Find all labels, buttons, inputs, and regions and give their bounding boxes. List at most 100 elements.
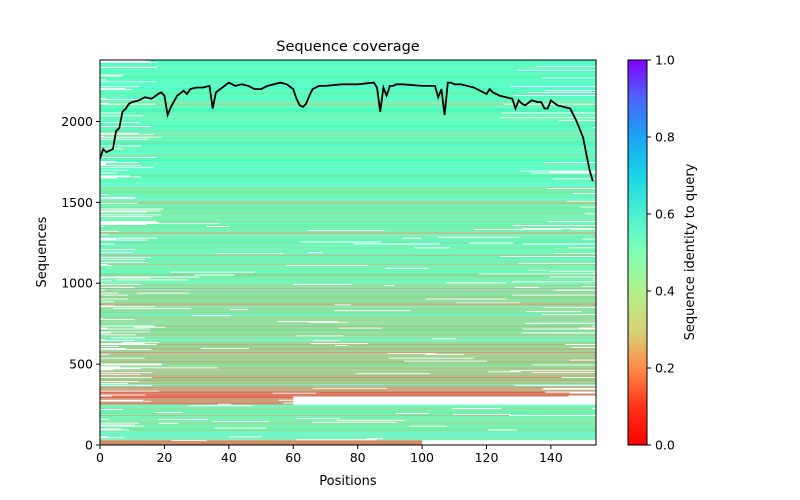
heatmap-row (100, 155, 596, 157)
heatmap-row (148, 138, 596, 140)
heatmap-row (105, 163, 596, 165)
heatmap-row (100, 80, 596, 82)
heatmap-row (158, 61, 596, 63)
heatmap-row (100, 410, 596, 412)
heatmap-row (151, 348, 596, 350)
heatmap-row (100, 350, 596, 352)
heatmap-row (127, 169, 596, 171)
heatmap-row (100, 116, 596, 118)
heatmap-row (100, 441, 423, 443)
heatmap-row (100, 209, 596, 211)
heatmap-row (100, 156, 596, 158)
heatmap-row (100, 194, 596, 196)
colorbar-tick-label: 0.2 (655, 361, 675, 376)
heatmap-row (155, 98, 596, 100)
heatmap-row (100, 251, 596, 253)
heatmap-row (100, 70, 596, 72)
heatmap-row (100, 111, 596, 113)
heatmap-row (100, 275, 596, 277)
heatmap-row (100, 199, 596, 201)
heatmap-row (120, 428, 596, 430)
heatmap-gap (159, 422, 179, 424)
heatmap-row (100, 215, 596, 217)
heatmap-row (100, 245, 596, 247)
heatmap-row (100, 291, 596, 293)
heatmap-row (156, 157, 596, 159)
heatmap-row (146, 261, 596, 263)
heatmap-row (161, 214, 596, 216)
heatmap-row (100, 191, 596, 192)
heatmap-row (100, 312, 596, 313)
heatmap-gap (229, 436, 262, 438)
heatmap-row (100, 285, 583, 287)
heatmap-row (150, 328, 523, 330)
heatmap-row (143, 399, 279, 401)
heatmap-row (100, 146, 596, 148)
heatmap-row (111, 332, 552, 334)
heatmap-row (100, 321, 596, 323)
heatmap-row (100, 203, 596, 205)
heatmap-gap (296, 439, 377, 441)
heatmap-row (109, 233, 596, 235)
heatmap-row (100, 267, 596, 269)
heatmap-row (143, 425, 596, 427)
heatmap-row (100, 279, 592, 281)
heatmap-gap (217, 403, 232, 405)
heatmap-row (159, 390, 596, 392)
heatmap-row (100, 398, 294, 400)
heatmap-row (100, 127, 596, 129)
heatmap-gap (522, 227, 595, 229)
heatmap-row (117, 177, 596, 179)
heatmap-row (100, 130, 596, 132)
heatmap-row (100, 153, 596, 155)
heatmap-row (100, 434, 596, 436)
heatmap-gap (404, 360, 488, 362)
heatmap-row (100, 413, 596, 414)
heatmap-row (100, 100, 596, 102)
heatmap-gap (206, 226, 229, 227)
heatmap-gap (214, 427, 267, 429)
heatmap-row (115, 305, 596, 307)
heatmap-row (134, 286, 596, 288)
heatmap-gap (446, 282, 507, 284)
heatmap-row (100, 144, 596, 146)
heatmap-row (100, 150, 596, 152)
heatmap-gap (286, 264, 368, 266)
heatmap-row (100, 94, 596, 95)
heatmap-gap (160, 223, 220, 225)
colorbar-tick-label: 0.8 (655, 130, 675, 145)
heatmap-row (100, 403, 294, 405)
heatmap-row (100, 85, 596, 87)
heatmap-row (130, 384, 515, 386)
heatmap-row (138, 161, 544, 163)
heatmap-row (100, 101, 596, 103)
heatmap-row (118, 230, 596, 232)
heatmap-gap (111, 337, 145, 339)
heatmap-row (100, 117, 501, 119)
x-tick-label: 80 (350, 450, 366, 465)
heatmap-row (100, 440, 423, 442)
heatmap-row (100, 349, 596, 351)
y-tick-label: 500 (69, 357, 93, 372)
heatmap-row (100, 378, 596, 379)
heatmap-gap (408, 425, 448, 427)
heatmap-gap (277, 320, 339, 322)
heatmap-row (100, 259, 596, 261)
heatmap-gap (458, 443, 484, 445)
heatmap-row (100, 293, 596, 295)
heatmap-row (144, 259, 596, 260)
x-tick-label: 20 (156, 450, 172, 465)
heatmap-row (103, 226, 596, 227)
heatmap-row (105, 97, 596, 99)
heatmap-row (100, 438, 596, 440)
heatmap-row (100, 96, 596, 98)
heatmap-gap (200, 347, 250, 349)
heatmap-row (100, 351, 596, 353)
heatmap-row (100, 356, 596, 358)
heatmap-row (100, 220, 596, 222)
heatmap-row (100, 287, 596, 289)
heatmap-row (100, 159, 596, 160)
heatmap-row (100, 370, 510, 372)
heatmap-row (100, 240, 596, 242)
heatmap-row (100, 193, 573, 194)
